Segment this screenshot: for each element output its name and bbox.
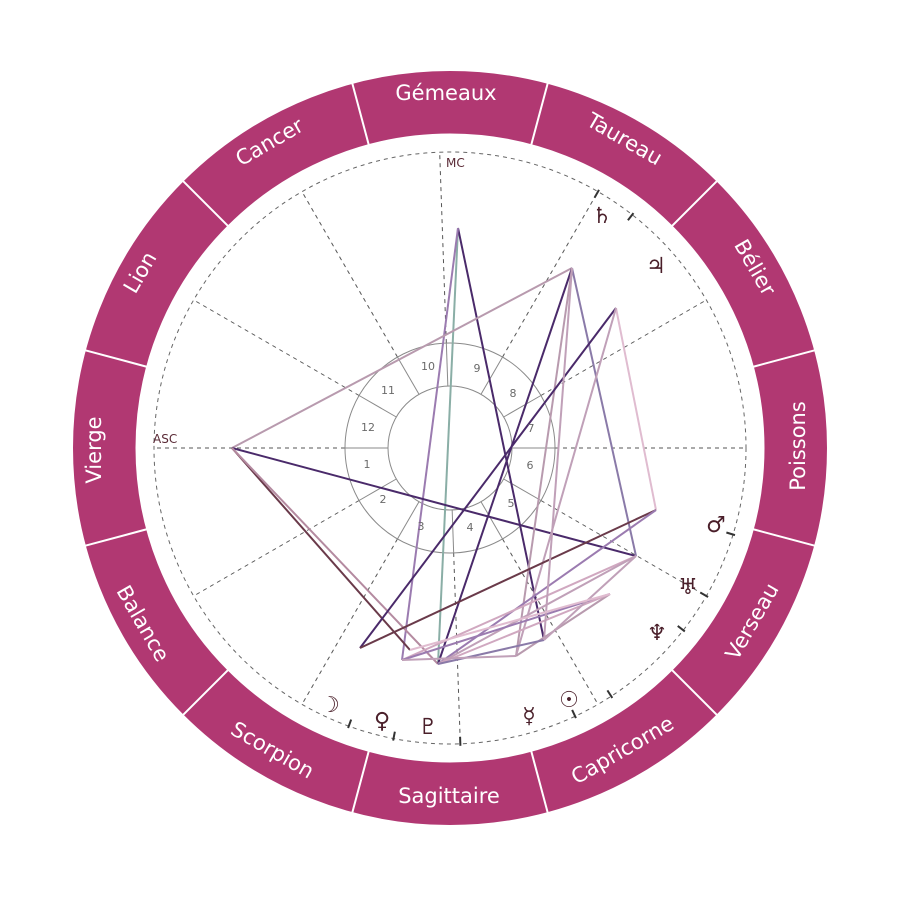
aspect-line — [437, 639, 545, 665]
zodiac-divider — [530, 751, 549, 814]
house-number-2: 2 — [380, 493, 387, 506]
aspect-line — [401, 655, 517, 661]
sign-label-gemeaux: Gémeaux — [395, 81, 496, 105]
zodiac-divider — [671, 669, 718, 716]
house-ticks — [345, 343, 555, 553]
sign-label-poissons: Poissons — [786, 401, 810, 491]
aspect-line — [409, 593, 611, 651]
planet-tick — [627, 212, 635, 221]
house-tick — [397, 501, 420, 540]
house-number-7: 7 — [528, 422, 535, 435]
house-tick — [480, 356, 503, 395]
venus-icon: ♀ — [374, 709, 390, 734]
aspect-line — [437, 227, 459, 665]
aspect-line — [515, 593, 611, 657]
jupiter-icon: ♃ — [646, 254, 666, 279]
aspect-line — [401, 555, 637, 661]
aspect-line — [543, 267, 573, 641]
aspect-line — [515, 267, 573, 657]
zodiac-dividers — [84, 82, 816, 814]
house-tick — [503, 395, 542, 418]
aspect-line — [401, 593, 611, 661]
mars-icon: ♂ — [706, 513, 726, 538]
house-tick — [445, 343, 449, 387]
pluto-icon: ♇ — [418, 715, 438, 740]
zodiac-divider — [351, 82, 370, 145]
zodiac-divider — [84, 349, 147, 368]
aspect-line — [543, 555, 637, 641]
planet-ticks — [347, 189, 736, 746]
moon-icon: ☽ — [320, 693, 340, 718]
house-cusp-line — [301, 538, 398, 705]
planet-tick — [392, 731, 396, 741]
inner-dashed-circle — [153, 151, 747, 745]
house-cusp-line — [439, 152, 447, 344]
neptune-icon: ♆ — [647, 621, 667, 646]
saturn-icon: ♄ — [592, 204, 612, 229]
planet-tick — [606, 689, 614, 699]
zodiac-ring — [73, 71, 827, 825]
planet-tick — [699, 591, 709, 598]
house-cusp-line — [193, 299, 360, 396]
sign-label-vierge: Vierge — [82, 416, 106, 483]
aspect-line — [359, 307, 617, 649]
house-tick — [480, 501, 503, 540]
house-number-5: 5 — [508, 497, 515, 510]
uranus-icon: ♅ — [678, 575, 698, 600]
zodiac-divider — [671, 180, 718, 227]
zodiac-ring-inner-edge — [134, 132, 766, 764]
aspect-line — [615, 307, 657, 511]
house-tick — [397, 356, 420, 395]
zodiac-divider — [753, 349, 816, 368]
house-tick — [503, 478, 542, 501]
planet-tick — [677, 625, 686, 633]
zodiac-divider — [84, 528, 147, 547]
planet-tick — [593, 189, 600, 199]
aspect-line — [437, 555, 637, 665]
aspect-line — [571, 267, 637, 557]
house-tick — [358, 478, 397, 501]
aspect-line — [231, 447, 637, 557]
aspect-line — [401, 227, 459, 661]
aspect-line — [231, 267, 573, 449]
house-number-4: 4 — [467, 521, 474, 534]
house-number-10: 10 — [421, 360, 435, 373]
zodiac-divider — [351, 751, 370, 814]
house-tick — [451, 509, 455, 553]
house-number-12: 12 — [361, 421, 375, 434]
house-cusp-line — [301, 191, 398, 358]
mc-label: MC — [446, 156, 465, 170]
aspect-lines — [231, 227, 657, 665]
aspect-line — [231, 447, 411, 651]
zodiac-divider — [182, 669, 229, 716]
zodiac-divider — [753, 528, 816, 547]
house-number-11: 11 — [381, 384, 395, 397]
aspect-line — [457, 227, 545, 641]
zodiac-divider — [530, 82, 549, 145]
house-number-6: 6 — [527, 459, 534, 472]
house-number-1: 1 — [364, 458, 371, 471]
mercury-icon: ☿ — [522, 704, 536, 729]
house-number-8: 8 — [510, 387, 517, 400]
aspect-line — [231, 447, 439, 665]
sun-icon: ☉ — [559, 688, 579, 713]
house-tick — [358, 395, 397, 418]
aspect-line — [437, 267, 573, 665]
sign-label-sagittaire: Sagittaire — [398, 784, 500, 808]
planet-tick — [347, 719, 353, 729]
asc-label: ASC — [153, 432, 177, 446]
house-cusp-line — [193, 500, 360, 597]
zodiac-divider — [182, 180, 229, 227]
house-number-9: 9 — [474, 362, 481, 375]
aspect-line — [359, 509, 657, 649]
planet-tick — [726, 531, 736, 537]
house-number-3: 3 — [418, 520, 425, 533]
planet-tick — [571, 709, 577, 719]
